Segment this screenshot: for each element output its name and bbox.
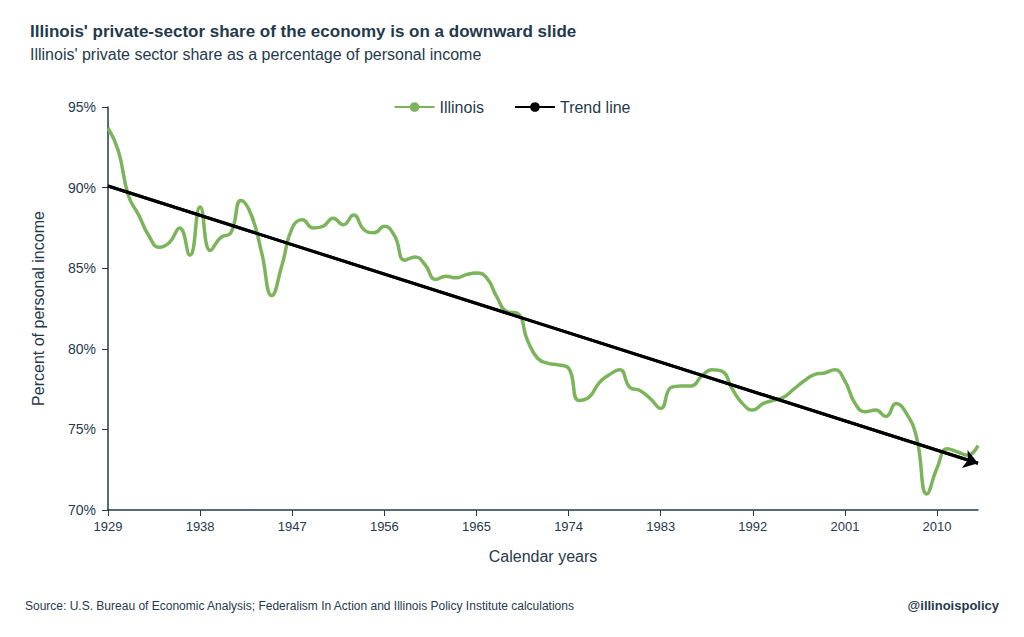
svg-text:85%: 85% bbox=[68, 260, 96, 276]
svg-text:Source: U.S. Bureau of Economi: Source: U.S. Bureau of Economic Analysis… bbox=[25, 599, 574, 613]
svg-text:1929: 1929 bbox=[94, 519, 123, 534]
svg-text:1947: 1947 bbox=[278, 519, 307, 534]
svg-text:Percent of personal income: Percent of personal income bbox=[30, 211, 47, 406]
svg-text:Trend line: Trend line bbox=[560, 99, 631, 116]
svg-text:Illinois: Illinois bbox=[439, 99, 483, 116]
svg-text:90%: 90% bbox=[68, 180, 96, 196]
svg-text:1956: 1956 bbox=[370, 519, 399, 534]
svg-text:1983: 1983 bbox=[646, 519, 675, 534]
svg-text:@illinoispolicy: @illinoispolicy bbox=[908, 598, 1000, 613]
svg-text:1974: 1974 bbox=[554, 519, 583, 534]
svg-text:80%: 80% bbox=[68, 341, 96, 357]
svg-text:2010: 2010 bbox=[923, 519, 952, 534]
svg-text:95%: 95% bbox=[68, 99, 96, 115]
svg-text:2001: 2001 bbox=[830, 519, 859, 534]
svg-text:Illinois' private-sector share: Illinois' private-sector share of the ec… bbox=[30, 22, 576, 41]
svg-text:1938: 1938 bbox=[186, 519, 215, 534]
svg-text:70%: 70% bbox=[68, 502, 96, 518]
svg-text:1992: 1992 bbox=[738, 519, 767, 534]
svg-text:Illinois' private sector share: Illinois' private sector share as a perc… bbox=[30, 46, 481, 63]
svg-text:Calendar years: Calendar years bbox=[489, 548, 598, 565]
svg-text:1965: 1965 bbox=[462, 519, 491, 534]
svg-text:75%: 75% bbox=[68, 421, 96, 437]
